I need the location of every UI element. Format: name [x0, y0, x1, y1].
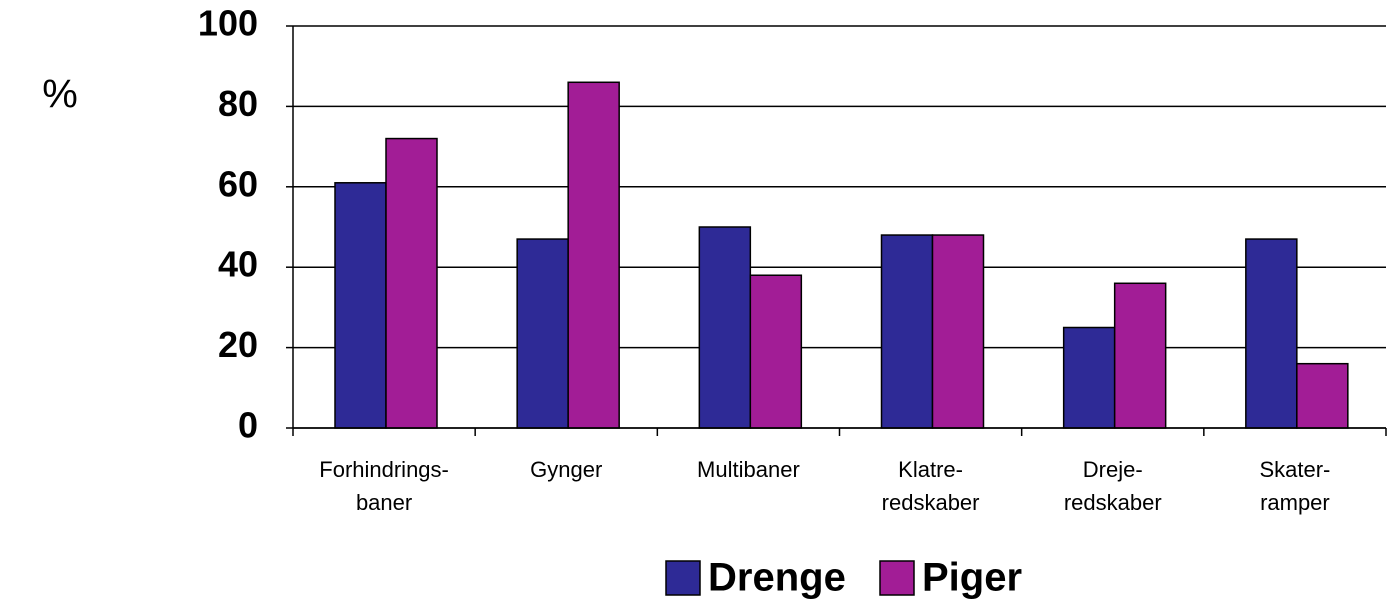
x-tick-label: Skater- ramper: [1259, 457, 1331, 515]
bar: [385, 137, 438, 429]
bar: [931, 234, 985, 429]
x-tick-label: Multibaner: [697, 457, 800, 482]
bar: [334, 182, 387, 429]
y-tick-label: 20: [218, 324, 258, 365]
bar: [698, 226, 752, 429]
bar: [880, 234, 934, 429]
legend-swatch: [665, 560, 701, 596]
x-tick-label: Forhindrings- baner: [319, 457, 449, 515]
y-tick-label: 100: [198, 3, 258, 44]
bar: [1113, 282, 1167, 429]
x-tick-label: Dreje- redskaber: [1063, 457, 1162, 515]
x-tick-label: Gynger: [530, 457, 603, 482]
y-axis-label: %: [42, 73, 78, 117]
y-tick-label: 40: [218, 244, 258, 285]
bar: [749, 274, 803, 429]
bar: [1245, 238, 1298, 429]
legend-label: Piger: [922, 556, 1022, 600]
y-tick-label: 0: [238, 405, 258, 446]
y-tick-label: 80: [218, 83, 258, 124]
x-tick-label: Klatre- redskaber: [881, 457, 980, 515]
bar: [516, 238, 569, 429]
bar: [567, 81, 620, 429]
legend-swatch: [879, 560, 915, 596]
bar: [1062, 326, 1116, 429]
legend-label: Drenge: [708, 556, 846, 600]
bar: [1296, 362, 1349, 429]
y-tick-label: 60: [218, 163, 258, 204]
